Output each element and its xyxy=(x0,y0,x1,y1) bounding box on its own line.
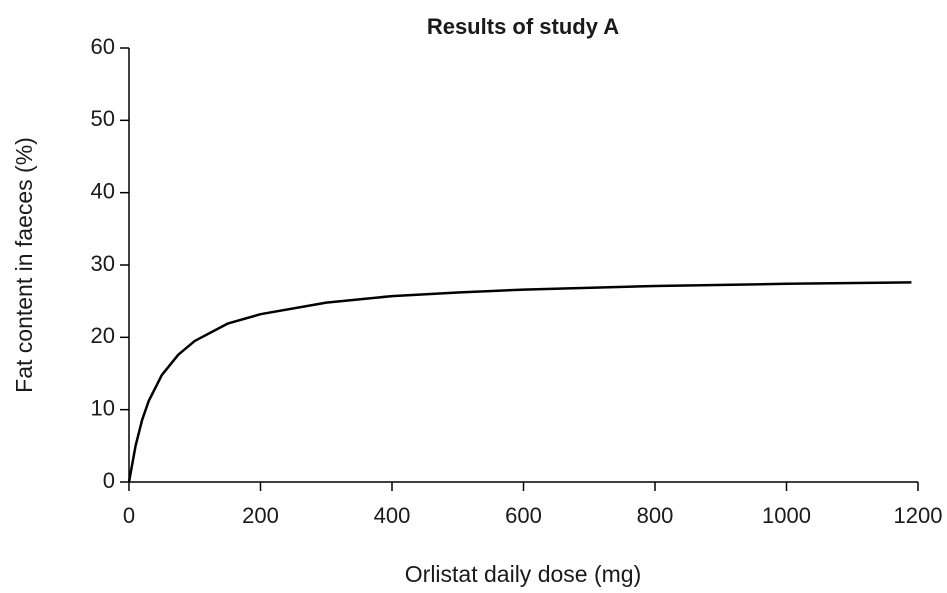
y-tick-label: 20 xyxy=(91,323,115,348)
chart-title: Results of study A xyxy=(427,14,619,39)
data-line xyxy=(127,281,912,483)
y-tick-label: 60 xyxy=(91,34,115,59)
y-tick-label: 30 xyxy=(91,251,115,276)
x-tick-label: 600 xyxy=(505,503,542,528)
x-tick-label: 1200 xyxy=(894,503,943,528)
x-tick-label: 1000 xyxy=(762,503,811,528)
y-axis-label: Fat content in faeces (%) xyxy=(11,137,37,393)
y-tick-label: 40 xyxy=(91,178,115,203)
x-tick-label: 800 xyxy=(637,503,674,528)
x-tick-label: 0 xyxy=(123,503,135,528)
y-tick-label: 50 xyxy=(91,106,115,131)
x-axis-label: Orlistat daily dose (mg) xyxy=(405,561,641,587)
y-tick-label: 0 xyxy=(103,468,115,493)
y-tick-label: 10 xyxy=(91,395,115,420)
x-tick-label: 200 xyxy=(242,503,279,528)
x-tick-label: 400 xyxy=(374,503,411,528)
